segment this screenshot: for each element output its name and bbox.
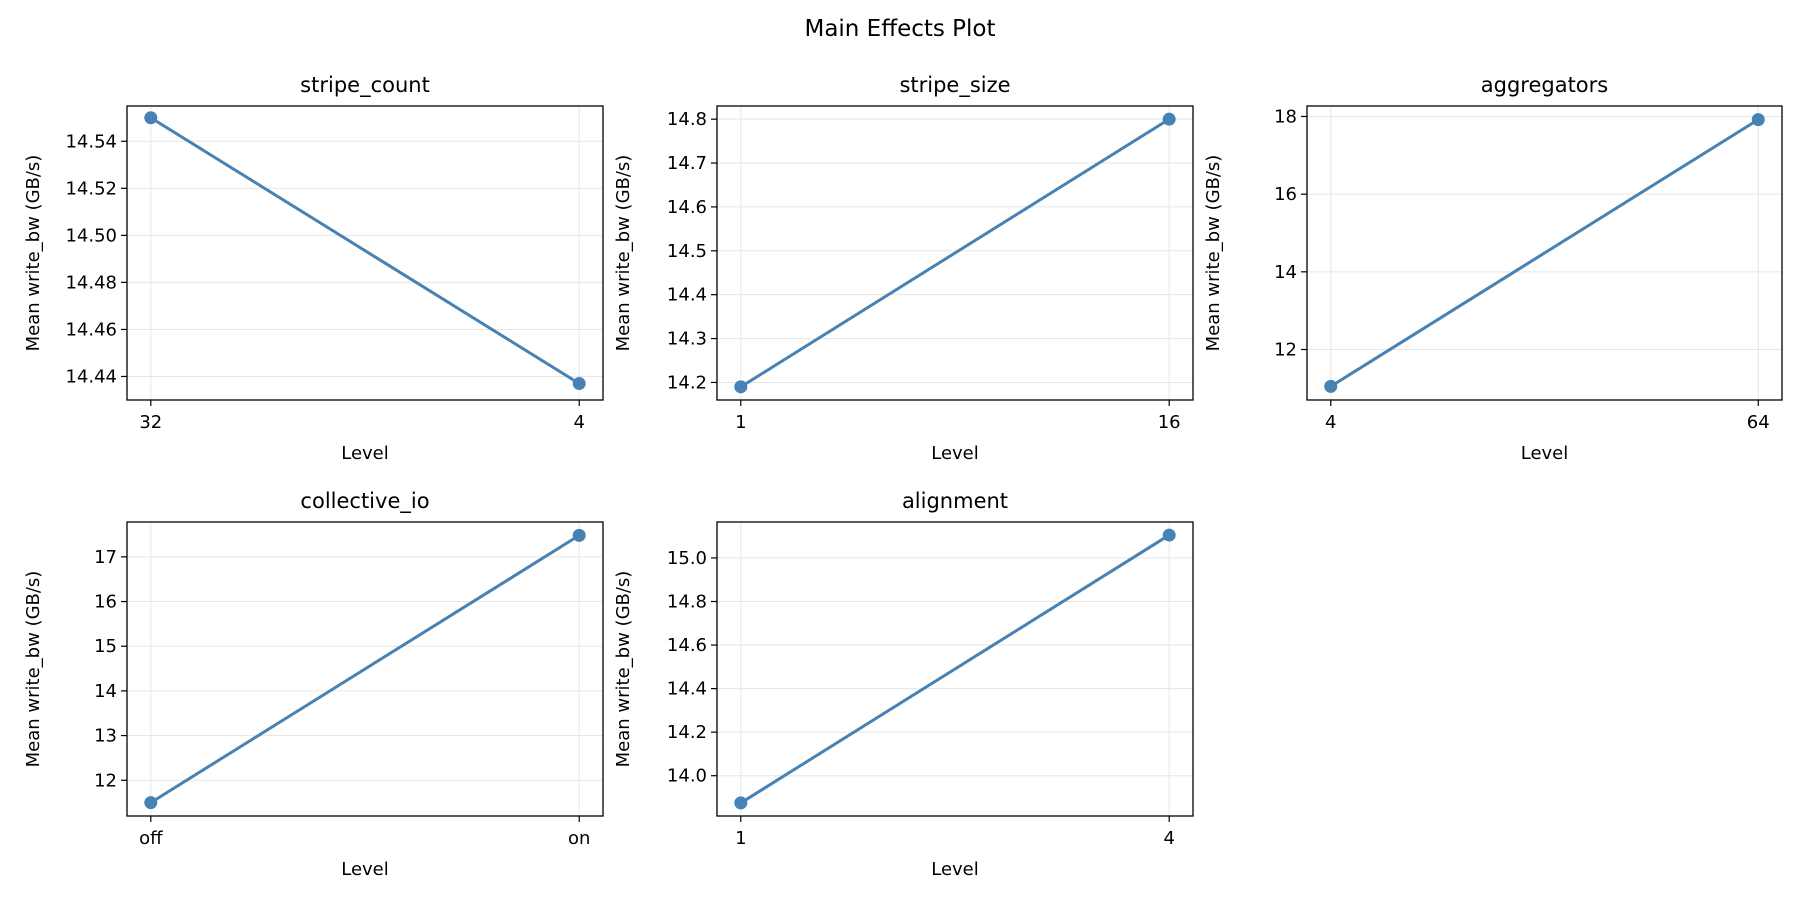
figure-title: Main Effects Plot (804, 16, 995, 42)
y-tick-label: 17 (94, 547, 117, 568)
y-tick-label: 14.7 (667, 153, 707, 174)
x-tick-label: off (139, 828, 163, 849)
y-tick-label: 14.3 (667, 329, 707, 350)
y-axis-label: Mean write_bw (GB/s) (613, 571, 634, 768)
y-tick-label: 14 (94, 681, 117, 702)
panel-stripe_size: 14.2 14.3 14.4 14.5 14.6 14.7 14.8 1 16 stripe_si… (613, 73, 1194, 464)
y-axis-label: Mean write_bw (GB/s) (613, 155, 634, 352)
x-tick-label: 4 (573, 412, 584, 433)
y-tick-label: 14.4 (667, 285, 707, 306)
y-tick-label: 13 (94, 726, 117, 747)
x-tick-label: 1 (735, 412, 746, 433)
y-tick-label: 14 (1274, 262, 1297, 283)
y-tick-label: 14.2 (667, 722, 707, 743)
data-point (144, 111, 158, 125)
data-point (734, 380, 748, 394)
series-line (150, 116, 580, 385)
x-axis-label: Level (1521, 443, 1569, 464)
data-point (1162, 112, 1176, 126)
panel-collective_io: 12 13 14 15 16 17 off on collective_io Level Mean … (23, 489, 604, 880)
x-axis-label: Level (341, 859, 389, 880)
y-tick-label: 15 (94, 636, 117, 657)
panel-title: stripe_count (300, 73, 430, 98)
x-tick-label: 4 (1325, 412, 1336, 433)
y-tick-label: 14.46 (65, 319, 117, 340)
y-tick-label: 14.54 (65, 131, 117, 152)
panel-title: alignment (902, 489, 1008, 513)
y-axis-label: Mean write_bw (GB/s) (23, 571, 44, 768)
x-tick-label: 64 (1747, 412, 1770, 433)
series-line (150, 534, 580, 804)
y-tick-label: 14.52 (65, 178, 117, 199)
series-line (1329, 118, 1760, 388)
y-tick-label: 15.0 (667, 548, 707, 569)
axes-frame (126, 105, 604, 401)
y-tick-label: 18 (1274, 106, 1297, 127)
x-tick-label: 32 (139, 412, 162, 433)
y-tick-label: 14.6 (667, 197, 707, 218)
y-tick-label: 14.4 (667, 679, 707, 700)
x-axis-label: Level (931, 859, 979, 880)
data-point (572, 528, 586, 542)
panel-title: collective_io (300, 489, 429, 514)
data-point (1751, 113, 1765, 127)
y-tick-label: 14.5 (667, 241, 707, 262)
axes-frame (126, 521, 604, 817)
series-line (740, 533, 1170, 805)
y-tick-label: 12 (94, 770, 117, 791)
y-tick-label: 14.2 (667, 372, 707, 393)
x-tick-label: 16 (1158, 412, 1181, 433)
data-point (144, 796, 158, 810)
y-tick-label: 16 (1274, 184, 1297, 205)
data-point (1162, 528, 1176, 542)
y-axis-label: Mean write_bw (GB/s) (23, 155, 44, 352)
panel-stripe_count: 14.44 14.46 14.48 14.50 14.52 14.54 32 4 stripe_… (23, 73, 604, 464)
axes-frame (716, 521, 1194, 817)
x-axis-label: Level (341, 443, 389, 464)
x-tick-label: on (568, 828, 590, 849)
y-tick-label: 14.0 (667, 766, 707, 787)
y-tick-label: 16 (94, 592, 117, 613)
y-tick-label: 12 (1274, 340, 1297, 361)
panel-title: stripe_size (899, 73, 1010, 98)
y-tick-label: 14.8 (667, 591, 707, 612)
x-axis-label: Level (931, 443, 979, 464)
x-tick-label: 1 (735, 828, 746, 849)
y-tick-label: 14.48 (65, 272, 117, 293)
y-tick-label: 14.44 (65, 366, 117, 387)
data-point (1324, 379, 1338, 393)
axes-frame (716, 105, 1194, 401)
y-axis-label: Mean write_bw (GB/s) (1203, 155, 1224, 352)
x-tick-label: 4 (1163, 828, 1174, 849)
panel-title: aggregators (1481, 73, 1608, 97)
data-point (572, 377, 586, 391)
axes-frame (1306, 105, 1783, 401)
y-tick-label: 14.8 (667, 109, 707, 130)
panel-aggregators: 12 14 16 18 4 64 aggregators Level Mean write_bw… (1203, 73, 1783, 464)
series-line (740, 117, 1170, 389)
data-point (734, 796, 748, 810)
y-tick-label: 14.6 (667, 635, 707, 656)
panel-alignment: 14.0 14.2 14.4 14.6 14.8 15.0 1 4 alignment Level… (613, 489, 1194, 880)
y-tick-label: 14.50 (65, 225, 117, 246)
